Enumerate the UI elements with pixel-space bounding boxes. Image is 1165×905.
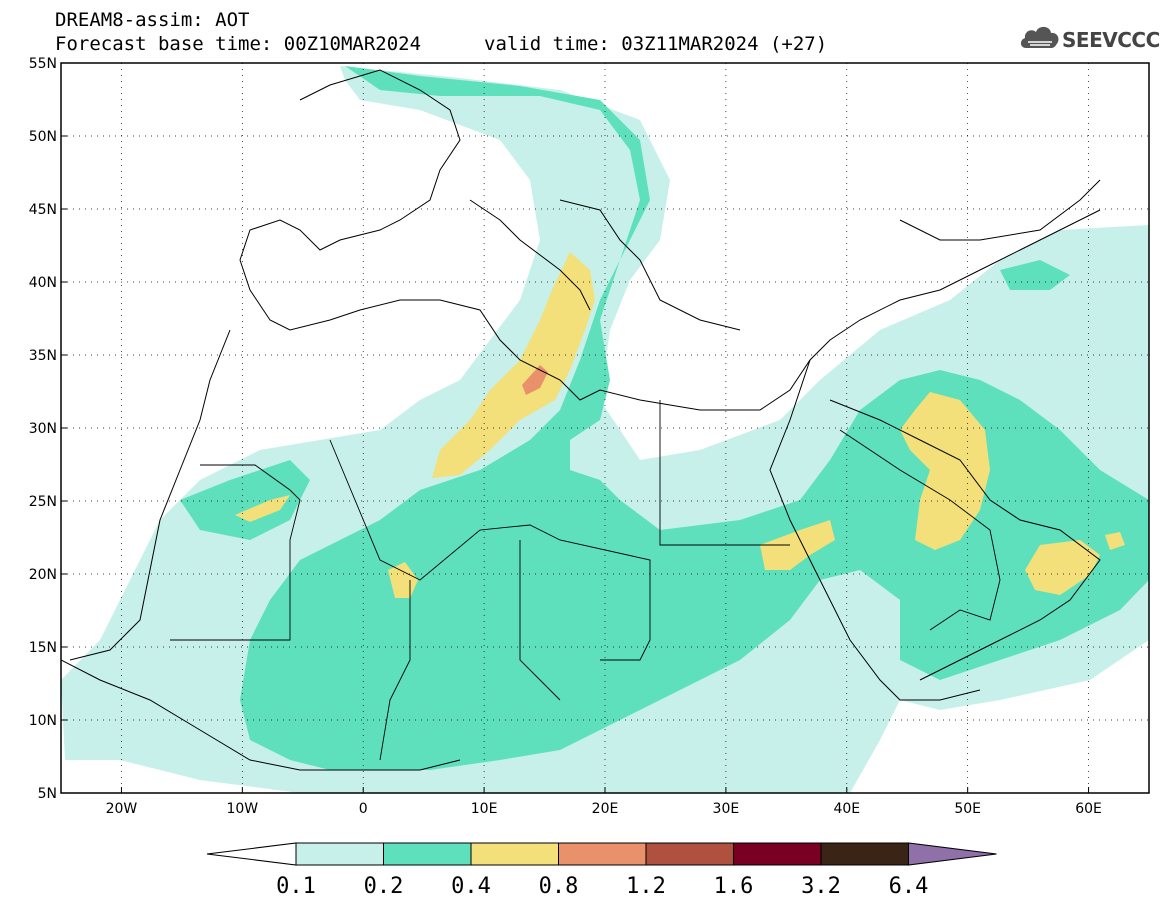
lat-label: 35N (29, 348, 57, 364)
lat-label: 40N (29, 275, 57, 291)
aot-band-0.2-west (180, 460, 310, 540)
legend-tick-label: 0.2 (364, 874, 404, 899)
legend-tick-label: 0.8 (539, 874, 579, 899)
lon-label: 40E (833, 801, 860, 817)
lat-label: 50N (29, 129, 57, 145)
lat-label: 30N (29, 421, 57, 437)
legend-tick-label: 6.4 (889, 874, 929, 899)
legend-over-arrow (908, 842, 997, 866)
forecast-base-time: Forecast base time: 00Z10MAR2024 (55, 33, 422, 55)
lon-label: 60E (1075, 801, 1102, 817)
valid-time: valid time: 03Z11MAR2024 (+27) (484, 33, 828, 55)
legend-tick-label: 1.6 (714, 874, 754, 899)
lon-label: 20E (592, 801, 619, 817)
lat-label: 25N (29, 494, 57, 510)
legend-under-arrow (206, 842, 297, 866)
legend-swatch (470, 842, 559, 866)
aot-band-0.4-arabia-small (1105, 532, 1125, 550)
graticule (61, 63, 1149, 793)
lon-label: 0 (359, 801, 368, 817)
legend-swatch (820, 842, 909, 866)
aot-band-0.8 (522, 365, 548, 395)
legend-swatch (558, 842, 647, 866)
legend-swatch (295, 842, 384, 866)
lat-label: 15N (29, 640, 57, 656)
lat-label: 55N (29, 56, 57, 72)
aot-band-0.4-oman (1025, 540, 1100, 595)
lat-label: 45N (29, 202, 57, 218)
cloud-icon (1020, 26, 1059, 48)
lon-label: 10E (471, 801, 498, 817)
aot-band-0.4-west (235, 495, 290, 522)
axis-ticks: 55N 50N 45N 40N 35N 30N 25N 20N 15N 10N 5N 20W 10W 0 1… (29, 56, 1102, 817)
aot-band-0.2-arabia (1000, 260, 1070, 290)
seevccc-logo: SEEVCCC (1018, 22, 1160, 56)
lon-label: 50E (954, 801, 981, 817)
lon-label: 20W (106, 801, 138, 817)
aot-band-0.4-central-med (432, 252, 595, 478)
legend-tick-label: 1.2 (626, 874, 666, 899)
legend-tick-label: 0.4 (451, 874, 491, 899)
aot-band-0.4-red-sea (760, 520, 835, 570)
legend-tick-label: 0.1 (276, 874, 316, 899)
aot-band-0.4-sahara (388, 562, 418, 598)
aot-band-0.4-gulf (900, 392, 990, 550)
aot-band-0.2 (240, 66, 1149, 770)
map-title: DREAM8-assim: AOT (55, 9, 250, 31)
lat-label: 20N (29, 567, 57, 583)
lat-label: 5N (38, 786, 57, 802)
coastlines (61, 69, 1101, 771)
legend-swatch (383, 842, 472, 866)
lon-label: 30E (713, 801, 740, 817)
legend-swatch (645, 842, 734, 866)
legend-swatch (733, 842, 822, 866)
legend-tick-label: 3.2 (801, 874, 841, 899)
lon-label: 10W (226, 801, 258, 817)
lat-label: 10N (29, 713, 57, 729)
logo-text: SEEVCCC (1062, 28, 1160, 52)
borders (170, 400, 1001, 761)
